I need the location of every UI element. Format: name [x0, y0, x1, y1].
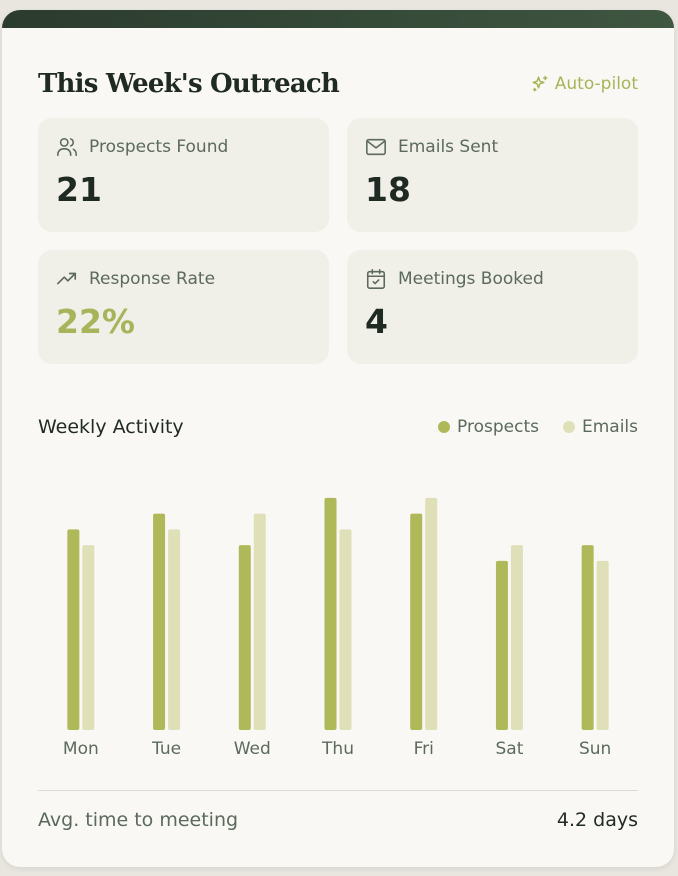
legend-swatch-prospects — [438, 421, 451, 433]
bar-prospects-wed — [238, 545, 251, 730]
legend-item-prospects: Prospects — [438, 415, 539, 439]
page-title: This Week's Outreach — [38, 69, 340, 99]
bar-emails-fri — [425, 497, 438, 730]
bar-emails-tue — [168, 529, 181, 730]
weekly-activity-chart: Mon Tue Wed Thu Fri Sat Sun — [2, 470, 674, 770]
stat-label: Emails Sent — [398, 137, 499, 157]
bar-prospects-fri — [410, 513, 423, 730]
avg-time-label: Avg. time to meeting — [38, 809, 239, 831]
x-tick-label: Fri — [414, 739, 434, 759]
chart-legend: Prospects Emails — [438, 415, 638, 439]
stat-value: 22% — [56, 302, 135, 341]
stat-emails-sent: Emails Sent 18 — [347, 118, 638, 232]
bar-prospects-tue — [153, 513, 166, 730]
trending-up-icon — [56, 268, 78, 290]
x-tick-label: Thu — [321, 739, 354, 759]
stat-label: Response Rate — [89, 269, 216, 289]
bar-emails-sun — [596, 560, 609, 730]
x-tick-label: Mon — [63, 739, 99, 759]
autopilot-button[interactable]: Auto-pilot — [531, 72, 638, 96]
card-header-bar — [2, 10, 674, 28]
sparkles-icon — [531, 75, 549, 93]
calendar-check-icon — [365, 268, 387, 290]
avg-time-value: 4.2 days — [556, 809, 638, 831]
x-tick-label: Sun — [579, 739, 611, 759]
x-tick-label: Wed — [234, 739, 271, 759]
bar-emails-mon — [82, 545, 95, 730]
stat-meetings-booked: Meetings Booked 4 — [347, 250, 638, 364]
mail-icon — [365, 136, 387, 158]
legend-swatch-emails — [562, 421, 575, 433]
bar-emails-wed — [253, 513, 266, 730]
autopilot-label: Auto-pilot — [554, 74, 638, 94]
legend-item-emails: Emails — [562, 415, 638, 439]
bar-prospects-sun — [581, 545, 594, 730]
bar-prospects-mon — [67, 529, 80, 730]
stat-value: 4 — [365, 302, 388, 341]
stat-value: 21 — [56, 170, 102, 209]
bar-chart: Mon Tue Wed Thu Fri Sat Sun — [63, 497, 611, 759]
stat-label: Meetings Booked — [398, 269, 544, 289]
bar-prospects-thu — [324, 497, 337, 730]
bar-prospects-sat — [495, 560, 508, 730]
stat-response-rate: Response Rate 22% — [38, 250, 329, 364]
bar-emails-thu — [339, 529, 352, 730]
x-tick-label: Tue — [151, 739, 181, 759]
users-icon — [56, 136, 78, 158]
divider — [38, 790, 638, 791]
bar-emails-sat — [510, 545, 523, 730]
x-tick-label: Sat — [495, 739, 523, 759]
stat-value: 18 — [365, 170, 411, 209]
outreach-card: This Week's Outreach Auto-pilot Prospect… — [2, 10, 674, 867]
legend-label: Emails — [581, 417, 638, 437]
stat-prospects-found: Prospects Found 21 — [38, 118, 329, 232]
stat-label: Prospects Found — [89, 137, 229, 157]
legend-label: Prospects — [457, 417, 539, 437]
weekly-activity-title: Weekly Activity — [38, 416, 184, 438]
